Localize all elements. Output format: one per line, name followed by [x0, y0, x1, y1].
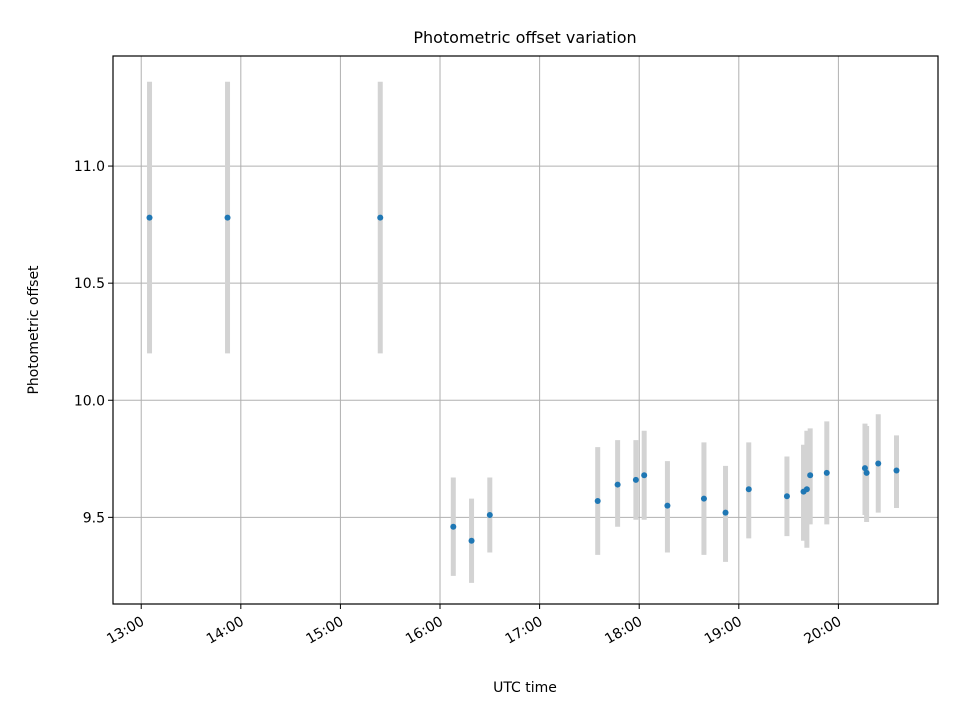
x-tick-label: 17:00 [503, 614, 546, 648]
x-tick-label: 20:00 [801, 614, 844, 648]
data-point [823, 469, 830, 476]
y-axis-ticks: 9.5 10.0 10.5 11.0 [74, 159, 113, 526]
data-point [700, 495, 707, 502]
data-point [807, 472, 814, 479]
data-point [468, 537, 475, 544]
data-point [803, 486, 810, 493]
grid [113, 56, 938, 604]
data-point [745, 486, 752, 493]
x-tick-label: 15:00 [303, 614, 346, 648]
data-point [632, 476, 639, 483]
data-point [641, 472, 648, 479]
data-point [863, 469, 870, 476]
x-tick-label: 18:00 [602, 614, 645, 648]
y-tick-label: 11.0 [74, 159, 105, 175]
data-point [861, 465, 868, 472]
data-point [486, 512, 493, 519]
y-tick-label: 10.0 [74, 393, 105, 409]
x-axis-ticks: 13:00 14:00 15:00 16:00 17:00 18:00 19:00 20:00 [104, 604, 844, 648]
x-tick-label: 13:00 [104, 614, 147, 648]
data-point [783, 493, 790, 500]
data-point [450, 523, 457, 530]
x-tick-label: 19:00 [702, 614, 745, 648]
data-point [377, 214, 384, 221]
y-axis-label: Photometric offset [26, 265, 42, 395]
x-axis-label: UTC time [493, 680, 557, 696]
data-point [664, 502, 671, 509]
data-point [146, 214, 153, 221]
data-point [594, 497, 601, 504]
data-point [224, 214, 231, 221]
x-tick-label: 14:00 [204, 614, 247, 648]
plot-area-frame [112, 55, 939, 605]
data-point [722, 509, 729, 516]
y-tick-label: 10.5 [74, 276, 105, 292]
data-point [893, 467, 900, 474]
chart-title: Photometric offset variation [413, 28, 636, 47]
errorbars [147, 81, 900, 583]
data-point [875, 460, 882, 467]
data-point [614, 481, 621, 488]
x-tick-label: 16:00 [403, 614, 446, 648]
data-points [146, 214, 900, 544]
y-tick-label: 9.5 [83, 510, 105, 526]
